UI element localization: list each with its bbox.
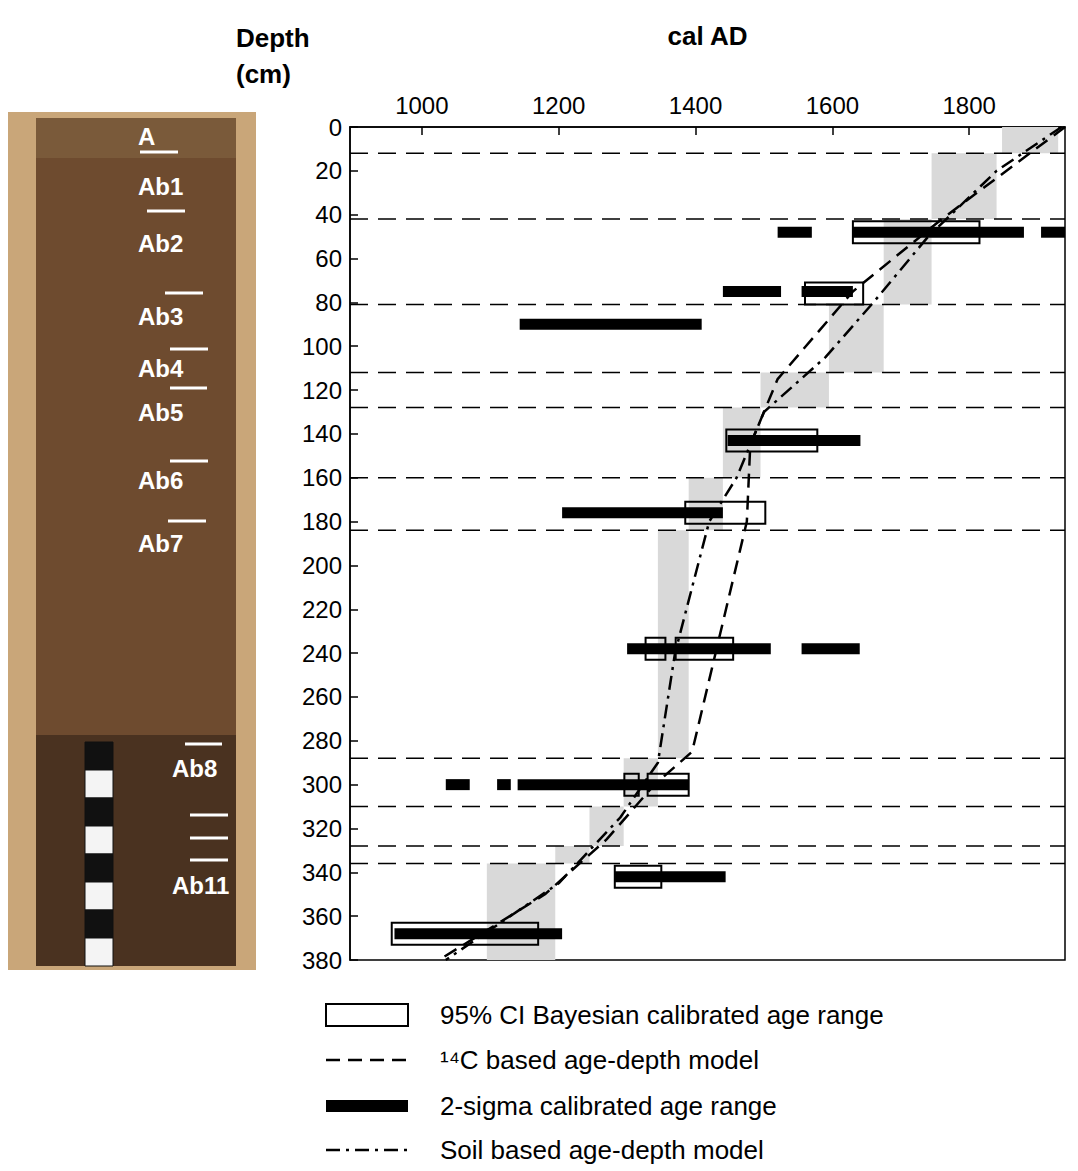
svg-text:220: 220 bbox=[302, 596, 342, 623]
svg-text:Ab8: Ab8 bbox=[172, 755, 217, 782]
svg-text:1400: 1400 bbox=[669, 92, 722, 119]
svg-text:0: 0 bbox=[329, 114, 342, 141]
svg-text:280: 280 bbox=[302, 727, 342, 754]
svg-text:1000: 1000 bbox=[395, 92, 448, 119]
svg-text:100: 100 bbox=[302, 333, 342, 360]
svg-text:Depth: Depth bbox=[236, 23, 310, 53]
svg-text:260: 260 bbox=[302, 683, 342, 710]
svg-text:(cm): (cm) bbox=[236, 59, 291, 89]
svg-text:Ab7: Ab7 bbox=[138, 530, 183, 557]
svg-text:Ab1: Ab1 bbox=[138, 173, 183, 200]
svg-text:320: 320 bbox=[302, 815, 342, 842]
svg-text:1200: 1200 bbox=[532, 92, 585, 119]
svg-text:360: 360 bbox=[302, 903, 342, 930]
svg-text:120: 120 bbox=[302, 377, 342, 404]
svg-text:1600: 1600 bbox=[806, 92, 859, 119]
svg-text:80: 80 bbox=[315, 289, 342, 316]
svg-text:Ab11: Ab11 bbox=[172, 872, 229, 899]
svg-text:¹⁴C based age-depth model: ¹⁴C based age-depth model bbox=[440, 1045, 759, 1075]
svg-text:A: A bbox=[138, 123, 155, 150]
svg-text:200: 200 bbox=[302, 552, 342, 579]
svg-text:cal AD: cal AD bbox=[668, 21, 748, 51]
svg-text:Soil based age-depth model: Soil based age-depth model bbox=[440, 1135, 764, 1165]
svg-text:Ab6: Ab6 bbox=[138, 467, 183, 494]
svg-text:2-sigma calibrated age range: 2-sigma calibrated age range bbox=[440, 1091, 777, 1121]
svg-text:160: 160 bbox=[302, 464, 342, 491]
svg-text:1800: 1800 bbox=[943, 92, 996, 119]
svg-text:Ab2: Ab2 bbox=[138, 230, 183, 257]
svg-text:140: 140 bbox=[302, 420, 342, 447]
svg-text:95% CI Bayesian calibrated age: 95% CI Bayesian calibrated age range bbox=[440, 1000, 884, 1030]
svg-text:40: 40 bbox=[315, 201, 342, 228]
svg-text:60: 60 bbox=[315, 245, 342, 272]
svg-text:Ab3: Ab3 bbox=[138, 303, 183, 330]
svg-text:300: 300 bbox=[302, 771, 342, 798]
svg-text:Ab5: Ab5 bbox=[138, 399, 183, 426]
svg-text:240: 240 bbox=[302, 640, 342, 667]
svg-text:Ab4: Ab4 bbox=[138, 355, 184, 382]
svg-text:340: 340 bbox=[302, 859, 342, 886]
svg-text:180: 180 bbox=[302, 508, 342, 535]
svg-text:20: 20 bbox=[315, 157, 342, 184]
svg-text:380: 380 bbox=[302, 947, 342, 974]
